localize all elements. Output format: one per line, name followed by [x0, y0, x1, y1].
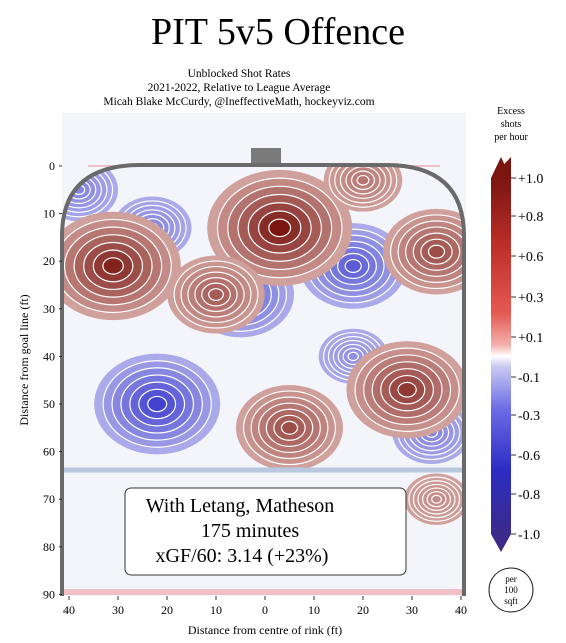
y-tick-label: 10 [43, 207, 55, 221]
hotspot-1 [207, 169, 353, 286]
contour-band [356, 174, 370, 186]
x-tick-label: 20 [357, 603, 369, 617]
x-axis-label: Distance from centre of rink (ft) [188, 623, 342, 637]
coldspot-0 [94, 353, 221, 455]
colorbar-tick-label: -0.3 [518, 409, 540, 424]
contour-band [344, 258, 362, 273]
chart-title: PIT 5v5 Offence [151, 11, 405, 53]
colorbar-top-arrow-r [491, 157, 511, 178]
contour-band [268, 218, 292, 238]
y-tick-label: 0 [49, 159, 55, 173]
colorbar-tick-label: +0.1 [518, 331, 543, 346]
y-tick-label: 40 [43, 349, 55, 363]
contour-band [397, 381, 417, 398]
y-tick-label: 30 [43, 302, 55, 316]
contour-band [427, 244, 446, 259]
colorbar-tick-label: +0.6 [518, 250, 543, 265]
colorbar-unit-line-2: 100 [504, 585, 518, 595]
info-box-line-3: xGF/60: 3.14 (+23%) [156, 545, 329, 567]
contour-band [208, 288, 224, 301]
y-tick-label: 60 [43, 445, 55, 459]
y-tick-label: 50 [43, 397, 55, 411]
colorbar-title-line-2: shots [501, 119, 522, 130]
colorbar-unit-line-3: sqft [504, 596, 518, 606]
contour-band [347, 351, 359, 362]
contour-band [280, 420, 299, 435]
contour-band [102, 257, 124, 275]
y-tick-label: 90 [43, 587, 55, 601]
chart-subtitle-line-1: Unblocked Shot Rates [188, 68, 291, 80]
colorbar-title-line-3: per hour [494, 132, 528, 143]
x-axis: 40 30 20 10 0 10 20 30 40 [63, 596, 467, 617]
x-tick-label: 20 [161, 603, 173, 617]
goal-net [251, 148, 281, 166]
hotspot-4 [236, 385, 343, 471]
info-box: With Letang, Matheson 175 minutes xGF/60… [124, 487, 407, 576]
x-tick-label: 10 [308, 603, 320, 617]
rink-boards [60, 163, 466, 596]
hotspot-6 [167, 255, 265, 334]
y-tick-label: 20 [43, 254, 55, 268]
x-tick-label: 30 [406, 603, 418, 617]
y-axis-label: Distance from goal line (ft) [17, 294, 31, 425]
info-box-line-2: 175 minutes [201, 520, 300, 542]
y-tick-label: 80 [43, 540, 55, 554]
colorbar-tick-label: -1.0 [518, 528, 540, 543]
chart-subtitle-line-2: 2021-2022, Relative to League Average [148, 82, 331, 94]
x-tick-label: 10 [210, 603, 222, 617]
x-tick-label: 0 [262, 603, 268, 617]
colorbar-tick-label: -0.6 [518, 449, 540, 464]
hotspot-5 [404, 473, 464, 525]
colorbar-title-line-1: Excess [497, 106, 525, 117]
colorbar-tick-label: -0.1 [518, 371, 540, 386]
colorbar-unit-badge [488, 567, 534, 613]
y-axis: 0 10 20 30 40 50 60 70 80 90 [43, 159, 62, 601]
contour-band [431, 494, 442, 504]
colorbar-ticks: +1.0 +0.8 +0.6 +0.3 +0.1 -0.1 -0.3 -0.6 -0.8 -1.0 [511, 172, 543, 543]
x-tick-label: 40 [63, 603, 75, 617]
contour-band [147, 395, 168, 413]
colorbar-tick-label: +0.8 [518, 210, 543, 225]
colorbar: Excess shots per hour +1.0 +0.8 +0.6 +0.3 +0… [488, 106, 543, 613]
hotspot-2 [383, 208, 464, 295]
y-tick-label: 70 [43, 492, 55, 506]
info-box-line-1: With Letang, Matheson [146, 495, 335, 517]
colorbar-tick-label: +0.3 [518, 291, 543, 306]
colorbar-tick-label: -0.8 [518, 488, 540, 503]
colorbar-bottom-arrow [491, 534, 511, 552]
hotspot-0 [62, 211, 181, 321]
colorbar-tick-label: +1.0 [518, 172, 543, 187]
x-tick-label: 40 [455, 603, 467, 617]
colorbar-gradient [491, 178, 511, 534]
colorbar-unit-line-1: per [505, 574, 517, 584]
hotspot-3 [346, 341, 464, 439]
x-tick-label: 30 [112, 603, 124, 617]
hotspot-7 [323, 165, 403, 212]
chart-subtitle-line-3: Micah Blake McCurdy, @IneffectiveMath, h… [103, 96, 374, 108]
